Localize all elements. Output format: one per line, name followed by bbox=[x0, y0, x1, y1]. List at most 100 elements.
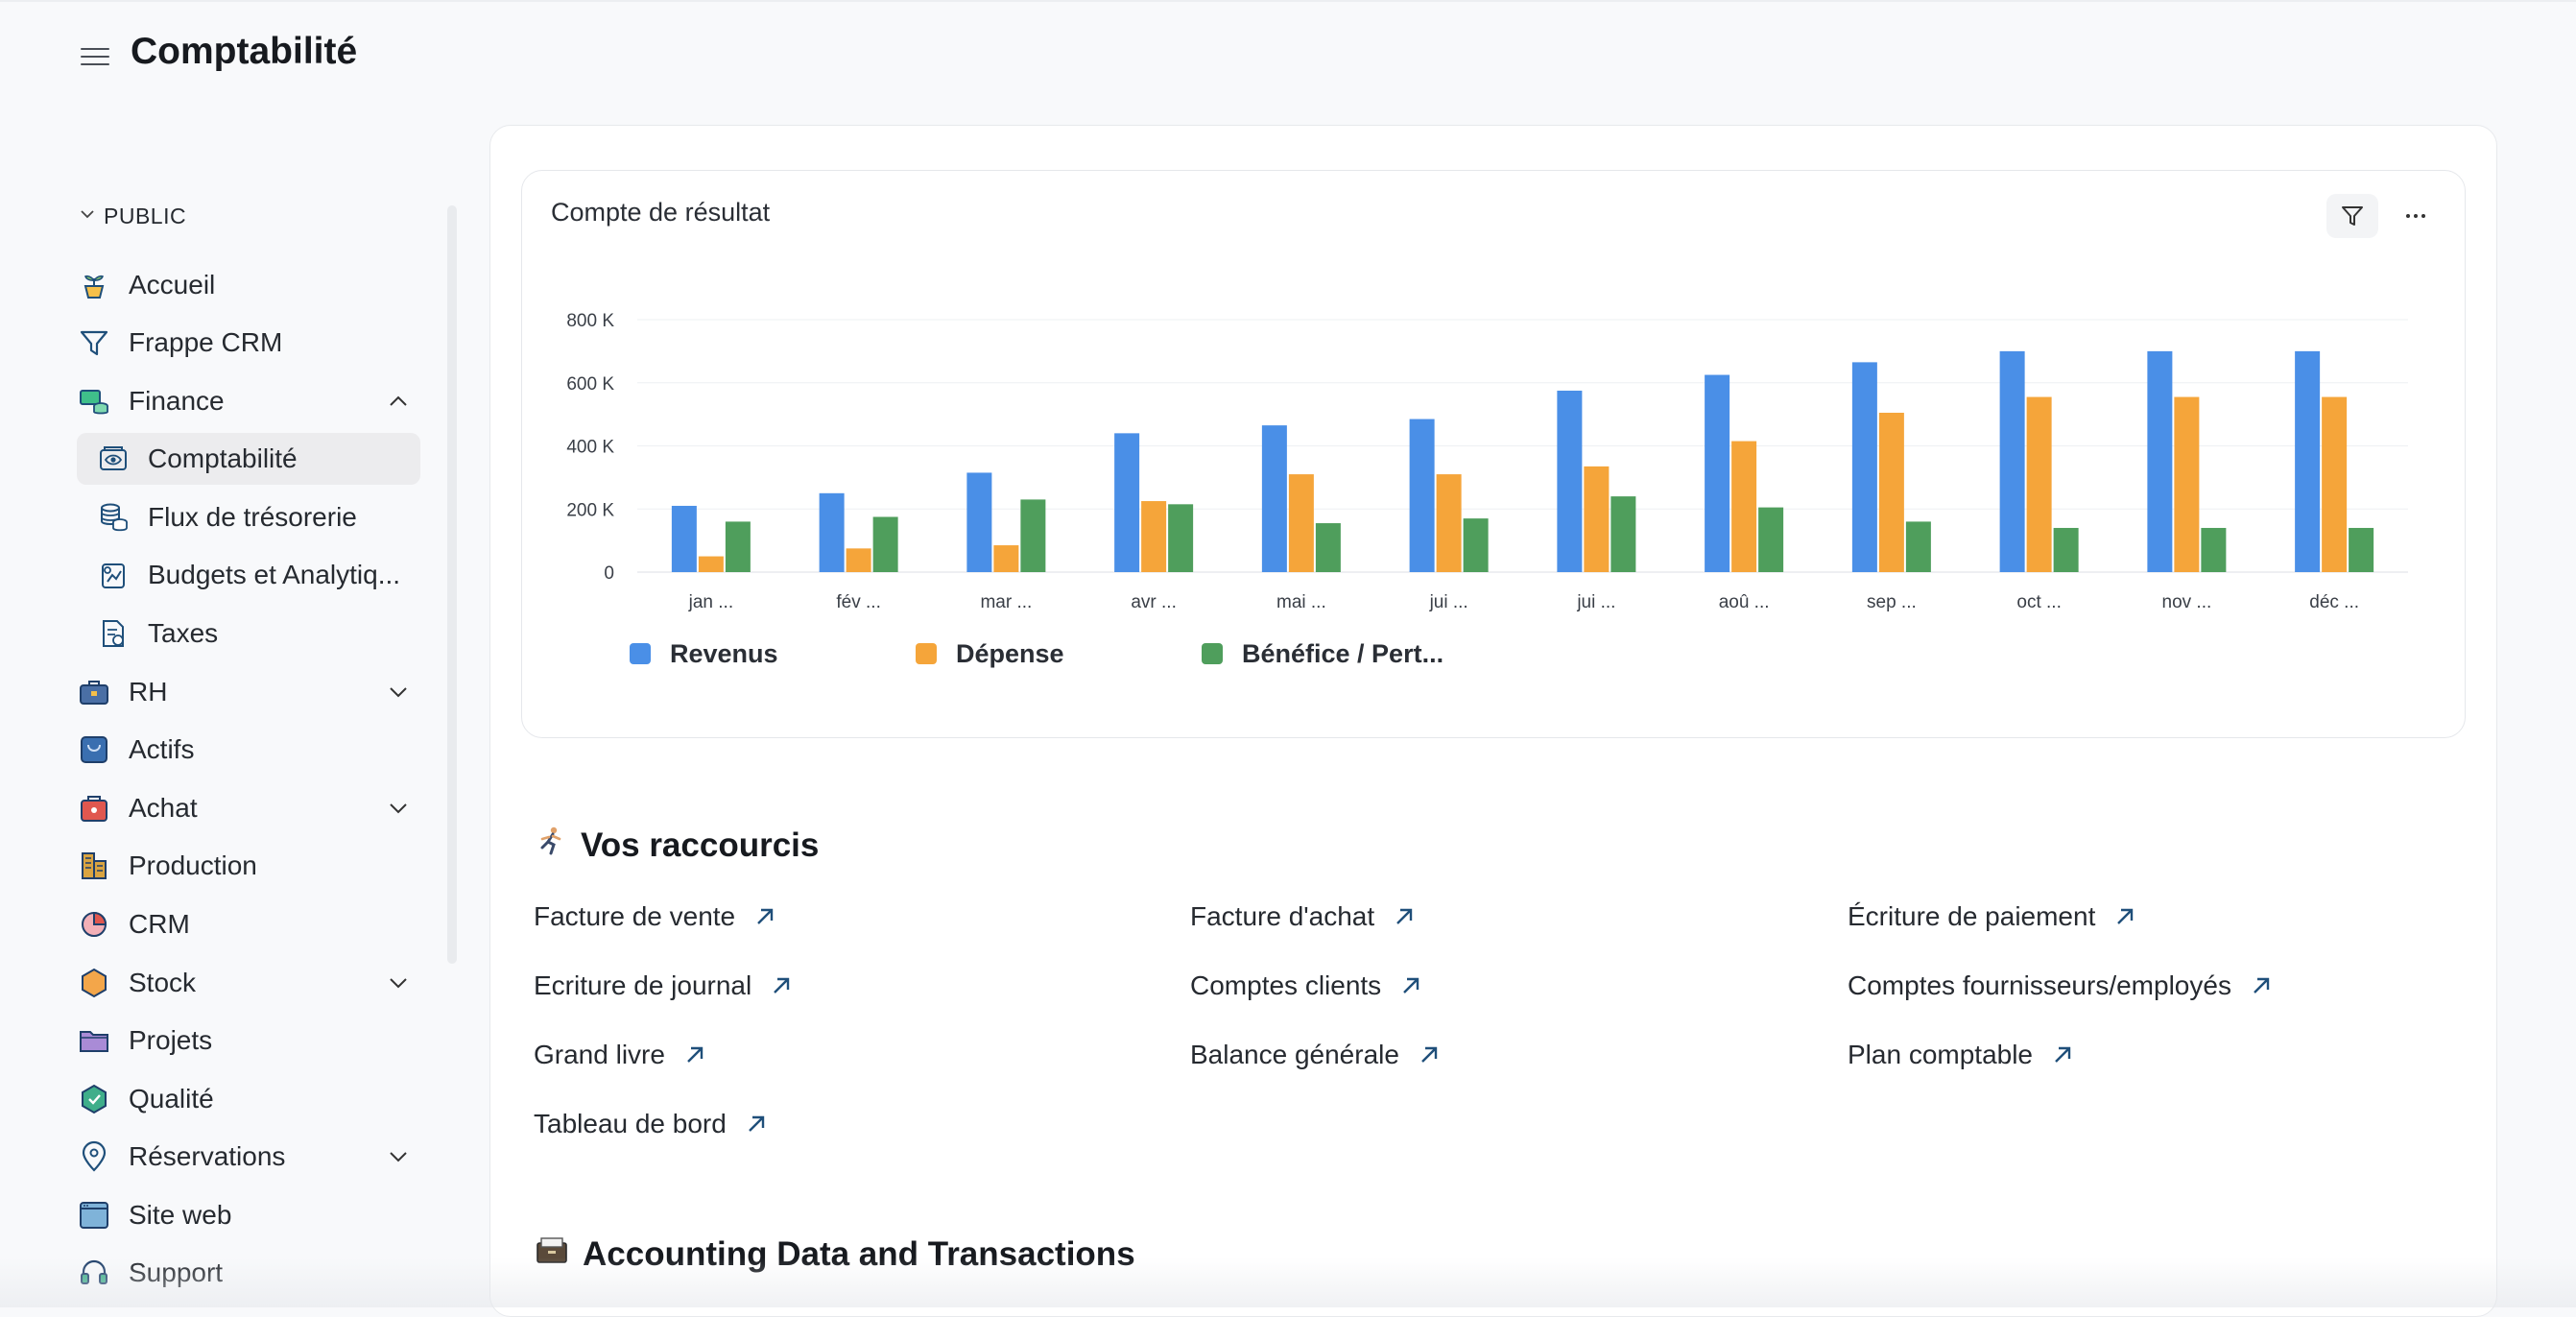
shortcut-comptes-fournisseurs[interactable]: Comptes fournisseurs/employés bbox=[1848, 970, 2274, 1001]
sidebar-item-label: Accueil bbox=[129, 270, 216, 299]
chevron-down-icon[interactable] bbox=[386, 970, 411, 995]
sidebar-item-rh[interactable]: RH bbox=[77, 666, 432, 718]
bar-benefice bbox=[1168, 504, 1194, 572]
chevron-down-icon[interactable] bbox=[386, 1144, 411, 1169]
bar-benefice bbox=[1020, 499, 1046, 572]
shortcut-label: Plan comptable bbox=[1848, 1040, 2034, 1069]
arrow-up-right-icon bbox=[2117, 908, 2134, 924]
sidebar-item-frappe-crm[interactable]: Frappe CRM bbox=[77, 317, 432, 369]
sidebar-item-support[interactable]: Support bbox=[77, 1247, 432, 1299]
quality-shield-icon bbox=[77, 1082, 111, 1116]
sidebar-item-production[interactable]: Production bbox=[77, 840, 432, 892]
shortcut-plan-comptable[interactable]: Plan comptable bbox=[1848, 1040, 2075, 1070]
sidebar-item-label: Qualité bbox=[129, 1084, 214, 1113]
chevron-up-icon[interactable] bbox=[386, 389, 411, 414]
bar-benefice bbox=[725, 521, 751, 572]
arrow-up-right-icon bbox=[757, 908, 774, 924]
sidebar-item-label: Projets bbox=[129, 1025, 213, 1055]
sidebar-item-label: Frappe CRM bbox=[129, 327, 283, 357]
bar-benefice bbox=[1463, 518, 1489, 572]
headset-icon bbox=[77, 1256, 111, 1290]
x-tick-label: déc ... bbox=[2309, 592, 2359, 612]
filter-button[interactable] bbox=[2326, 194, 2378, 238]
purchase-bag-icon bbox=[77, 791, 111, 826]
legend-label: Bénéfice / Pert... bbox=[1242, 639, 1443, 668]
arrow-up-right-icon bbox=[687, 1046, 704, 1063]
shortcuts-title: Vos raccourcis bbox=[581, 826, 820, 864]
y-tick-label: 600 K bbox=[566, 374, 614, 395]
sidebar-item-achat[interactable]: Achat bbox=[77, 782, 432, 834]
sidebar-item-label: Support bbox=[129, 1257, 224, 1287]
bar-benefice bbox=[1610, 496, 1636, 572]
sidebar-item-label: Site web bbox=[129, 1200, 232, 1230]
shortcut-facture-d-achat[interactable]: Facture d'achat bbox=[1190, 901, 1417, 932]
more-options-button[interactable] bbox=[2390, 194, 2442, 238]
sidebar-item-label: Production bbox=[129, 850, 257, 880]
sidebar-scrollbar[interactable] bbox=[447, 205, 457, 964]
sidebar-item-comptabilite[interactable]: Comptabilité bbox=[77, 433, 420, 485]
sidebar-item-taxes[interactable]: Taxes bbox=[77, 608, 420, 659]
home-plant-icon bbox=[77, 268, 111, 302]
bar-depense bbox=[846, 548, 871, 572]
top-border bbox=[0, 0, 2576, 2]
shortcut-tableau-de-bord[interactable]: Tableau de bord bbox=[534, 1109, 769, 1139]
x-tick-label: jui ... bbox=[1429, 592, 1468, 612]
main-content: Compte de résultat 0 200 K 400 K 600 K 800 K… bbox=[489, 125, 2497, 1317]
sidebar-item-actifs[interactable]: Actifs bbox=[77, 724, 432, 776]
sidebar-section-public[interactable]: PUBLIC bbox=[79, 204, 186, 229]
factory-building-icon bbox=[77, 849, 111, 883]
bar-revenus bbox=[1409, 419, 1435, 572]
shortcut-balance-generale[interactable]: Balance générale bbox=[1190, 1040, 1442, 1070]
shortcut-label: Tableau de bord bbox=[534, 1109, 727, 1138]
x-tick-label: aoû ... bbox=[1719, 592, 1770, 612]
shortcut-label: Comptes fournisseurs/employés bbox=[1848, 970, 2231, 1000]
sidebar-item-finance[interactable]: Finance bbox=[77, 375, 432, 427]
arrow-up-right-icon bbox=[774, 977, 790, 994]
sidebar-item-stock[interactable]: Stock bbox=[77, 957, 432, 1009]
sidebar-item-label: Budgets et Analytiq... bbox=[148, 560, 401, 589]
menu-icon[interactable] bbox=[81, 42, 109, 73]
pie-chart-icon bbox=[77, 907, 111, 942]
sidebar-item-budgets[interactable]: Budgets et Analytiq... bbox=[77, 549, 420, 601]
bar-benefice bbox=[872, 516, 898, 572]
bar-benefice bbox=[2053, 527, 2079, 572]
bar-depense bbox=[993, 545, 1019, 572]
sidebar-item-site-web[interactable]: Site web bbox=[77, 1189, 432, 1241]
bar-depense bbox=[1584, 466, 1610, 572]
shortcut-grand-livre[interactable]: Grand livre bbox=[534, 1040, 707, 1070]
sidebar-item-label: RH bbox=[129, 677, 168, 706]
funnel-icon bbox=[77, 325, 111, 360]
chart-card: Compte de résultat 0 200 K 400 K 600 K 800 K… bbox=[521, 170, 2466, 738]
chart-title: Compte de résultat bbox=[551, 198, 771, 227]
shortcut-label: Écriture de paiement bbox=[1848, 901, 2096, 931]
sidebar-item-accueil[interactable]: Accueil bbox=[77, 259, 432, 311]
sidebar-item-flux-de-tresorerie[interactable]: Flux de trésorerie bbox=[77, 491, 420, 543]
sidebar-item-qualite[interactable]: Qualité bbox=[77, 1073, 432, 1125]
chevron-down-icon[interactable] bbox=[386, 680, 411, 705]
bar-depense bbox=[2322, 396, 2348, 572]
arrow-up-right-icon bbox=[1403, 977, 1419, 994]
sidebar-item-reservations[interactable]: Réservations bbox=[77, 1131, 432, 1183]
bar-revenus bbox=[819, 492, 845, 572]
bar-depense bbox=[1436, 474, 1462, 572]
bar-benefice bbox=[1315, 523, 1341, 572]
shortcut-facture-de-vente[interactable]: Facture de vente bbox=[534, 901, 777, 932]
shortcut-label: Grand livre bbox=[534, 1040, 665, 1069]
filter-icon bbox=[2342, 206, 2363, 226]
chevron-down-icon[interactable] bbox=[386, 796, 411, 821]
sidebar-item-projets[interactable]: Projets bbox=[77, 1015, 432, 1066]
sidebar-item-label: CRM bbox=[129, 909, 190, 939]
bar-depense bbox=[1731, 441, 1757, 572]
sidebar-item-crm[interactable]: CRM bbox=[77, 898, 432, 950]
shortcut-ecriture-de-journal[interactable]: Ecriture de journal bbox=[534, 970, 794, 1001]
bar-revenus bbox=[2147, 350, 2173, 572]
arrow-up-right-icon bbox=[748, 1115, 765, 1132]
legend-swatch bbox=[1202, 643, 1223, 664]
sidebar-section-label: PUBLIC bbox=[104, 204, 187, 228]
bar-benefice bbox=[2201, 527, 2227, 572]
legend-swatch bbox=[630, 643, 651, 664]
shortcut-comptes-clients[interactable]: Comptes clients bbox=[1190, 970, 1423, 1001]
shortcut-ecriture-de-paiement[interactable]: Écriture de paiement bbox=[1848, 901, 2137, 932]
bar-revenus bbox=[1851, 362, 1877, 572]
legend-label: Dépense bbox=[956, 639, 1064, 668]
